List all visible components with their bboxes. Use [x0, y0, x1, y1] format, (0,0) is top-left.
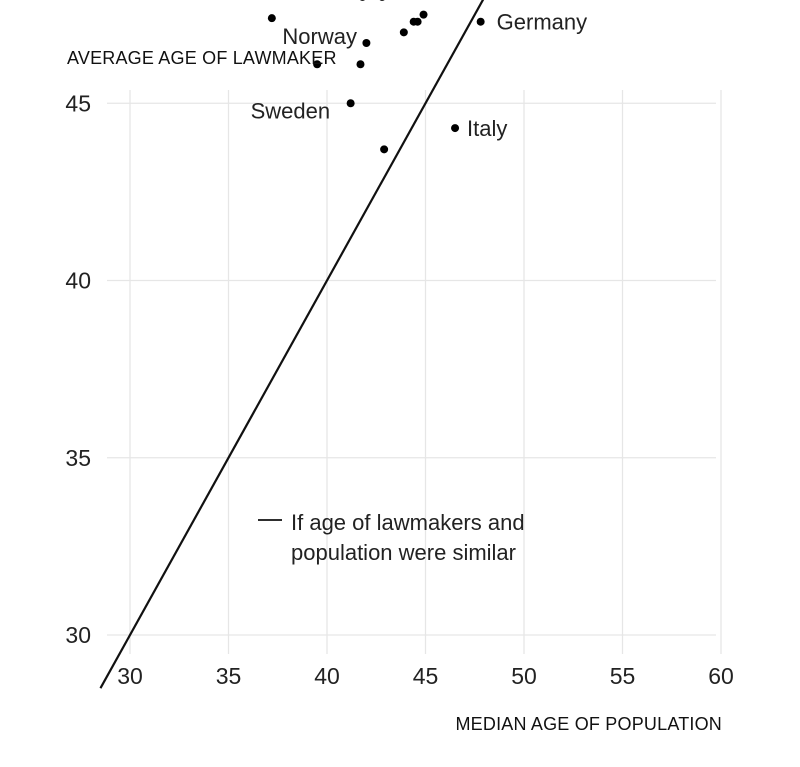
x-tick-label: 55	[610, 663, 636, 689]
gridlines	[107, 90, 722, 654]
data-point	[419, 10, 428, 19]
data-label: Germany	[497, 10, 587, 35]
data-label: Norway	[282, 24, 357, 49]
equality-line	[99, 0, 485, 689]
x-tick-label: 30	[117, 663, 143, 689]
point-germany	[476, 17, 485, 26]
data-label: Italy	[467, 116, 507, 141]
data-point	[413, 17, 422, 26]
data-point	[267, 14, 276, 23]
reference-line-label-line: If age of lawmakers and	[291, 510, 525, 535]
x-tick-label: 60	[708, 663, 734, 689]
reference-line-group: If age of lawmakers and population were s…	[99, 0, 525, 689]
data-label: Sweden	[251, 98, 331, 123]
x-tick-label: 40	[314, 663, 340, 689]
x-axis-title: MEDIAN AGE OF POPULATION	[455, 714, 722, 734]
reference-line-label-line: population were similar	[291, 540, 516, 565]
data-point	[356, 60, 365, 69]
data-point	[359, 0, 365, 1]
x-tick-label: 35	[216, 663, 242, 689]
reference-line-label: If age of lawmakers and population were s…	[291, 510, 525, 565]
point-sweden	[346, 99, 355, 108]
data-points	[267, 0, 485, 154]
y-tick-label: 35	[65, 445, 91, 471]
data-point	[399, 28, 408, 37]
x-tick-label: 45	[413, 663, 439, 689]
y-tick-label: 45	[65, 90, 91, 116]
point-norway	[362, 38, 371, 47]
y-tick-label: 30	[65, 622, 91, 648]
x-axis-ticks: 30 35 40 45 50 55 60	[117, 663, 734, 689]
x-tick-label: 50	[511, 663, 537, 689]
y-tick-label: 40	[65, 268, 91, 294]
y-axis-title: AVERAGE AGE OF LAWMAKER	[67, 48, 337, 68]
data-point	[313, 60, 322, 69]
data-point	[380, 145, 389, 154]
point-labels: United StatesJapanSouth KoreaGreeceU.K.A…	[251, 10, 588, 141]
point-italy	[451, 124, 460, 133]
data-point	[379, 0, 385, 1]
